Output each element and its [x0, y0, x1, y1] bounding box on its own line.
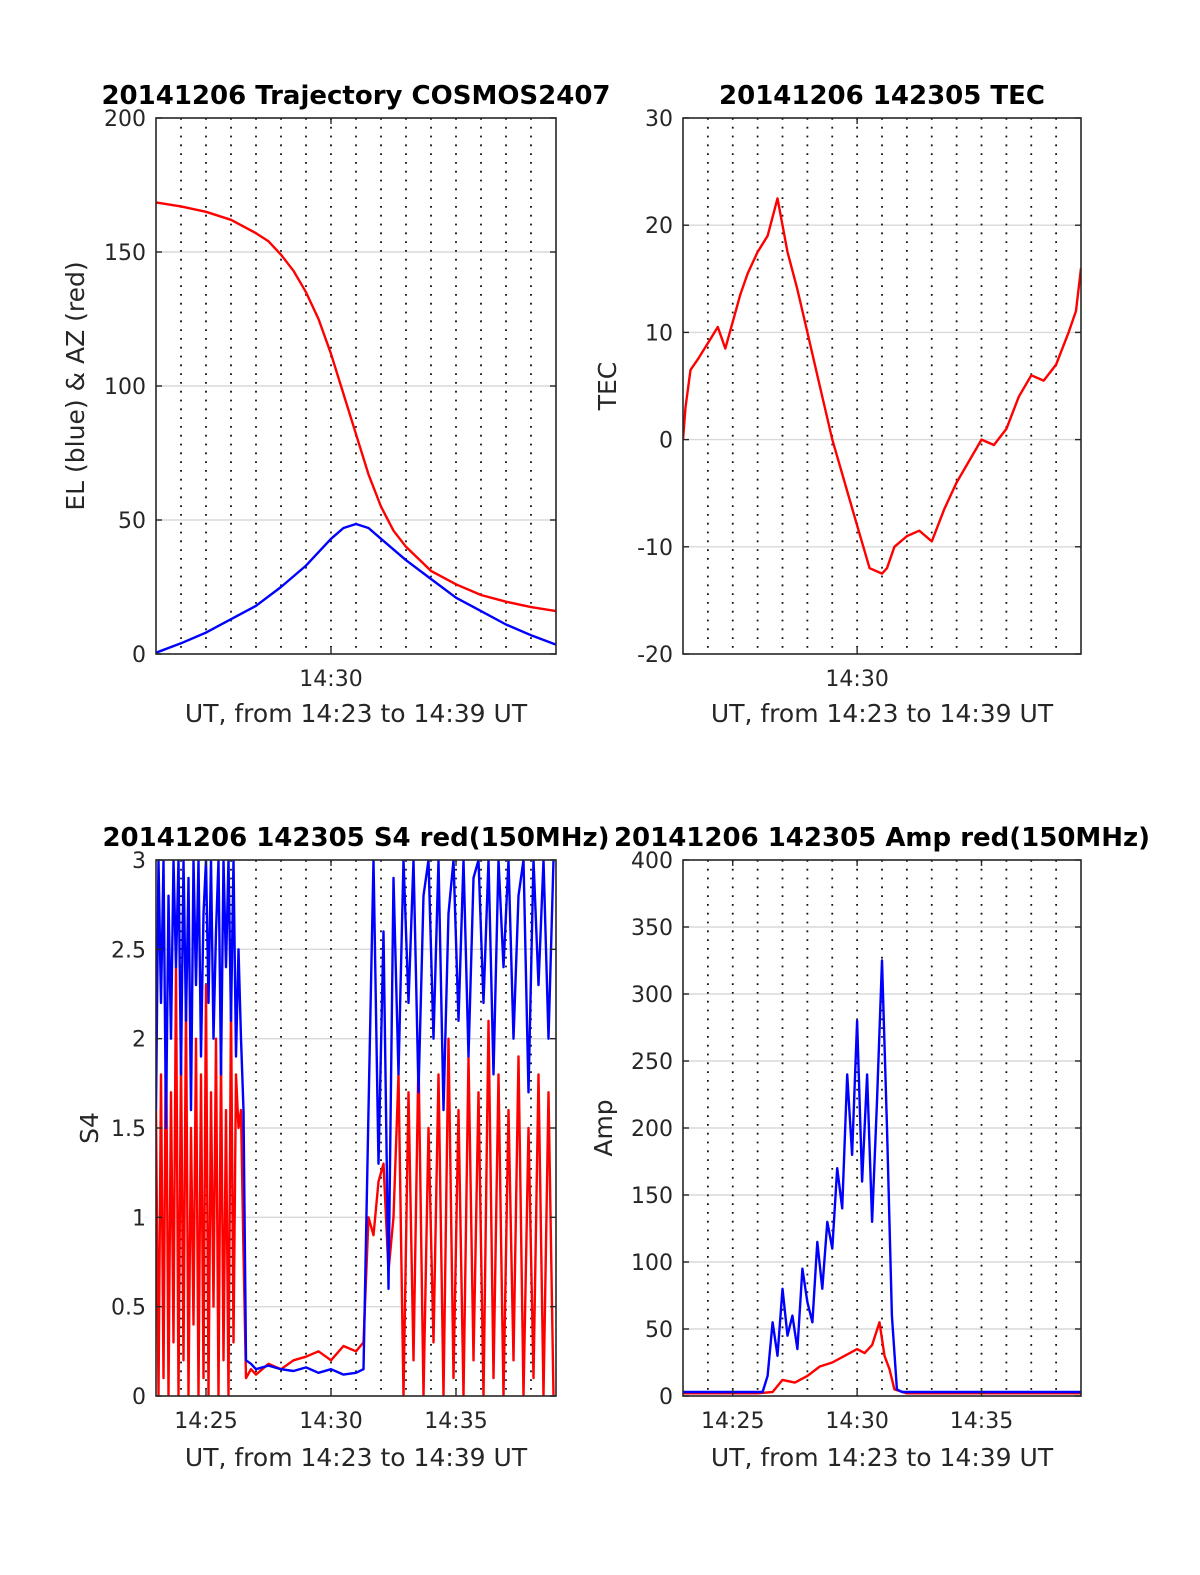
- tec-ytick-label-1: -10: [637, 536, 673, 561]
- xlabel-trajectory: UT, from 14:23 to 14:39 UT: [185, 699, 528, 728]
- title-s4: 20141206 142305 S4 red(150MHz): [102, 823, 609, 853]
- amp-ytick-label-0: 0: [659, 1385, 673, 1410]
- xlabel-amp: UT, from 14:23 to 14:39 UT: [711, 1443, 1054, 1472]
- amp-xtick-label-0: 14:25: [701, 1409, 764, 1434]
- s4-ytick-label-2: 1: [132, 1206, 146, 1231]
- s4-xtick-label-2: 14:35: [424, 1409, 487, 1434]
- xlabel-s4: UT, from 14:23 to 14:39 UT: [185, 1443, 528, 1472]
- ylabel-tec: TEC: [593, 362, 622, 412]
- s4-ytick-label-1: 0.5: [111, 1296, 146, 1321]
- trajectory-series-1: [156, 522, 556, 654]
- trajectory-ytick-label-4: 200: [104, 107, 146, 132]
- amp-ytick-label-3: 150: [631, 1184, 673, 1209]
- s4-ytick-label-0: 0: [132, 1385, 146, 1410]
- panel-tec: 20141206 142305 TEC UT, from 14:23 to 14…: [593, 81, 1082, 728]
- tec-ytick-label-4: 20: [645, 214, 673, 239]
- trajectory-ytick-label-2: 100: [104, 375, 146, 400]
- tec-ytick-label-2: 0: [659, 429, 673, 454]
- amp-ytick-label-8: 400: [631, 849, 673, 874]
- ylabel-s4: S4: [75, 1112, 104, 1144]
- amp-ytick-label-4: 200: [631, 1117, 673, 1142]
- xlabel-tec: UT, from 14:23 to 14:39 UT: [711, 699, 1054, 728]
- amp-ytick-label-1: 50: [645, 1318, 673, 1343]
- tec-xtick-label-0: 14:30: [825, 667, 888, 692]
- tec-series-0: [683, 197, 1081, 575]
- amp-ytick-label-2: 100: [631, 1251, 673, 1276]
- panel-s4: 20141206 142305 S4 red(150MHz) UT, from …: [75, 823, 610, 1472]
- trajectory-xtick-label-0: 14:30: [299, 667, 362, 692]
- trajectory-ytick-label-0: 0: [132, 643, 146, 668]
- tec-axes-box: [682, 117, 1082, 655]
- amp-ytick-label-6: 300: [631, 983, 673, 1008]
- tec-ytick-label-0: -20: [637, 643, 673, 668]
- s4-xtick-label-0: 14:25: [174, 1409, 237, 1434]
- panel-trajectory: 20141206 Trajectory COSMOS2407 UT, from …: [61, 81, 611, 728]
- amp-xtick-label-2: 14:35: [950, 1409, 1013, 1434]
- title-trajectory: 20141206 Trajectory COSMOS2407: [101, 81, 610, 111]
- trajectory-ytick-label-3: 150: [104, 241, 146, 266]
- s4-series-1: [156, 860, 555, 1376]
- title-tec: 20141206 142305 TEC: [719, 81, 1045, 111]
- amp-ytick-label-5: 250: [631, 1050, 673, 1075]
- s4-ytick-label-4: 2: [132, 1028, 146, 1053]
- s4-ytick-label-3: 1.5: [111, 1117, 146, 1142]
- ylabel-amp: Amp: [589, 1099, 618, 1156]
- trajectory-ytick-label-1: 50: [118, 509, 146, 534]
- amp-series-0: [683, 1321, 1081, 1395]
- tec-ytick-label-5: 30: [645, 107, 673, 132]
- ylabel-trajectory: EL (blue) & AZ (red): [61, 261, 90, 510]
- trajectory-series-0: [156, 201, 556, 613]
- s4-xtick-label-1: 14:30: [299, 1409, 362, 1434]
- amp-xtick-label-1: 14:30: [825, 1409, 888, 1434]
- panel-amp: 20141206 142305 Amp red(150MHz) UT, from…: [589, 823, 1150, 1472]
- s4-ytick-label-6: 3: [132, 849, 146, 874]
- title-amp: 20141206 142305 Amp red(150MHz): [614, 823, 1150, 853]
- amp-series-1: [683, 959, 1081, 1394]
- s4-series-0: [156, 966, 555, 1396]
- s4-ytick-label-5: 2.5: [111, 938, 146, 963]
- tec-ytick-label-3: 10: [645, 321, 673, 346]
- amp-ytick-label-7: 350: [631, 916, 673, 941]
